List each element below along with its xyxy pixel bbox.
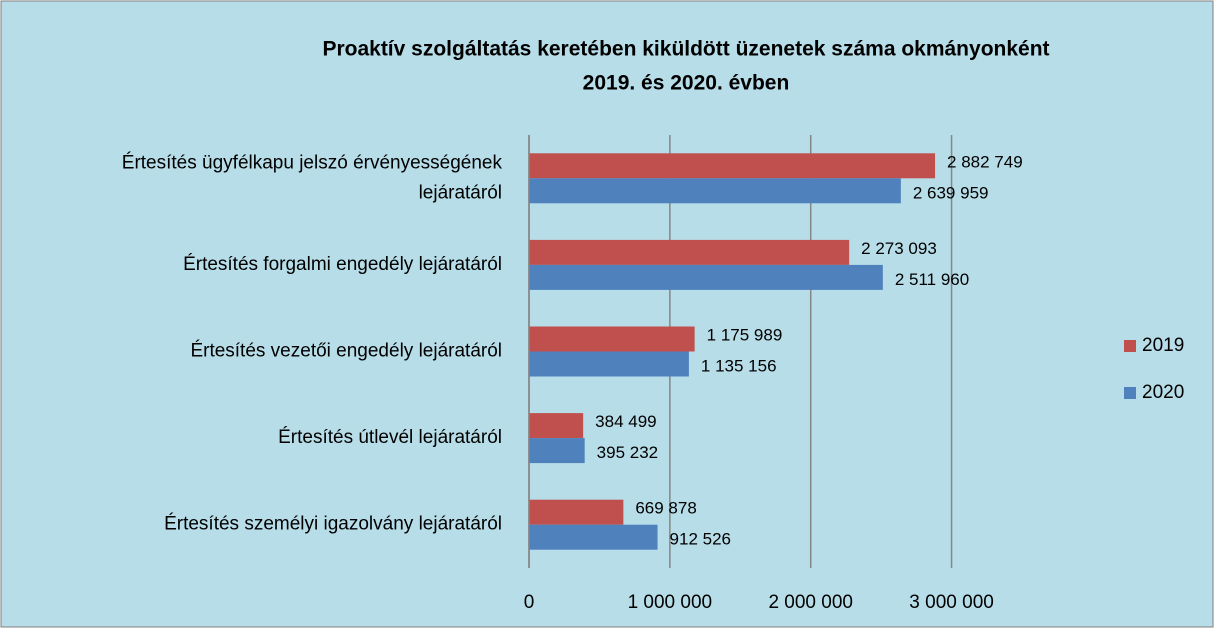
y-tick-label: Értesítés ügyfélkapu jelszó érvényességé… [122,152,503,203]
y-tick-label: Értesítés forgalmi engedély lejáratáról [183,254,502,275]
x-tick-label: 2 000 000 [768,592,853,613]
legend-swatch [1124,387,1136,399]
value-label: 2 273 093 [861,239,937,258]
value-label: 2 511 960 [895,270,969,289]
bar [529,178,901,204]
y-tick-label: Értesítés vezetői engedély lejáratáról [190,341,502,362]
legend-swatch [1124,340,1136,352]
value-label: 669 878 [635,499,696,518]
chart-title: 2019. és 2020. évben [583,72,790,95]
value-label: 384 499 [595,412,656,431]
bar [529,351,689,377]
legend-label: 2019 [1142,335,1184,356]
bar [529,326,695,352]
value-label: 2 882 749 [947,152,1023,171]
x-tick-label: 1 000 000 [628,592,713,613]
value-label: 1 135 156 [701,356,777,375]
bar [529,264,883,290]
bar [529,239,850,265]
y-tick-label: Értesítés személyi igazolvány lejáratáró… [164,514,502,535]
value-label: 1 175 989 [707,325,783,344]
value-label: 2 639 959 [913,183,989,202]
value-label: 912 526 [670,530,731,549]
x-tick-label: 0 [524,592,535,613]
bar [529,153,936,179]
bar [529,413,584,439]
bar [529,524,658,550]
y-tick-label: Értesítés útlevél lejáratáról [278,427,502,448]
legend-label: 2020 [1142,382,1184,403]
x-tick-label: 3 000 000 [909,592,994,613]
bar [529,438,585,464]
value-label: 395 232 [597,443,658,462]
bar [529,499,624,525]
chart-title: Proaktív szolgáltatás keretében kiküldöt… [322,38,1049,61]
